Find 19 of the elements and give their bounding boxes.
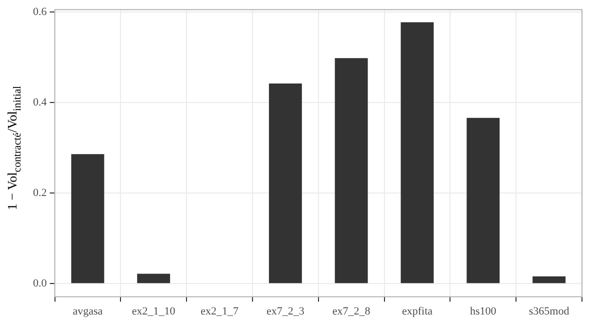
x-tick-label: ex2_1_10 bbox=[132, 305, 176, 318]
bar bbox=[334, 58, 368, 284]
bar bbox=[466, 118, 500, 284]
y-tick-label: 0.6 bbox=[33, 6, 48, 18]
bar bbox=[137, 274, 170, 284]
bar bbox=[268, 83, 302, 284]
x-tick-label: ex2_1_7 bbox=[200, 305, 239, 318]
x-tick-label: s365mod bbox=[528, 305, 570, 318]
x-tick-label: expfita bbox=[402, 305, 433, 318]
x-tick-label: ex7_2_3 bbox=[266, 305, 305, 318]
bar bbox=[532, 276, 566, 284]
y-tick-label: 0.4 bbox=[33, 96, 48, 108]
x-tick-label: avgasa bbox=[72, 305, 103, 318]
bar bbox=[400, 22, 434, 284]
bar bbox=[71, 154, 104, 284]
y-tick-label: 0.0 bbox=[33, 278, 48, 290]
y-tick-label: 0.2 bbox=[33, 186, 47, 199]
x-tick-label: ex7_2_8 bbox=[332, 305, 371, 318]
x-tick-label: hs100 bbox=[470, 305, 497, 318]
